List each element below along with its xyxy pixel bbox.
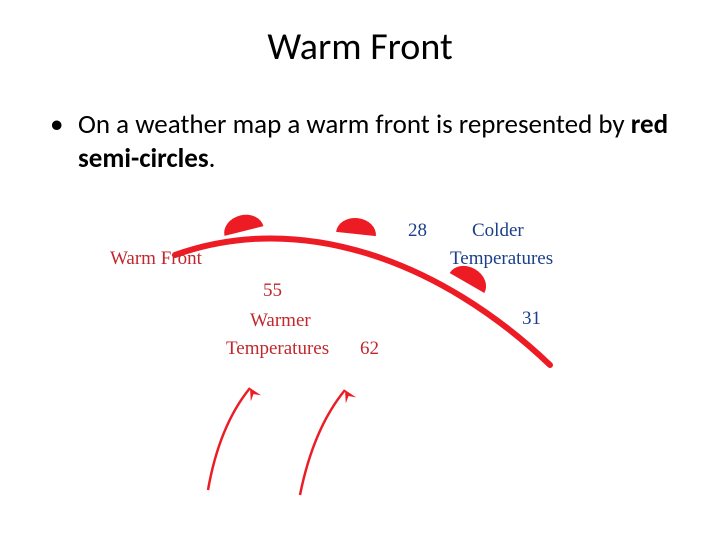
slide: Warm Front • On a weather map a warm fro… [0, 0, 720, 540]
warm-front-diagram: Warm Front 55 Warmer Temperatures 62 28 … [120, 200, 600, 500]
label-temps-cold: Temperatures [450, 248, 553, 270]
label-temps-warm: Temperatures [226, 338, 329, 360]
label-55: 55 [263, 280, 282, 302]
label-warmer: Warmer [250, 310, 311, 332]
label-warm-front: Warm Front [110, 248, 202, 270]
bullet-post: . [209, 142, 216, 175]
label-28: 28 [408, 220, 427, 242]
bullet-text: On a weather map a warm front is represe… [78, 108, 670, 176]
label-62: 62 [360, 338, 379, 360]
label-31: 31 [522, 308, 541, 330]
bullet-dot: • [50, 108, 78, 176]
page-title: Warm Front [0, 24, 720, 70]
bullet-pre: On a weather map a warm front is represe… [78, 108, 631, 141]
label-colder: Colder [472, 220, 524, 242]
bullet-item: • On a weather map a warm front is repre… [50, 108, 670, 176]
